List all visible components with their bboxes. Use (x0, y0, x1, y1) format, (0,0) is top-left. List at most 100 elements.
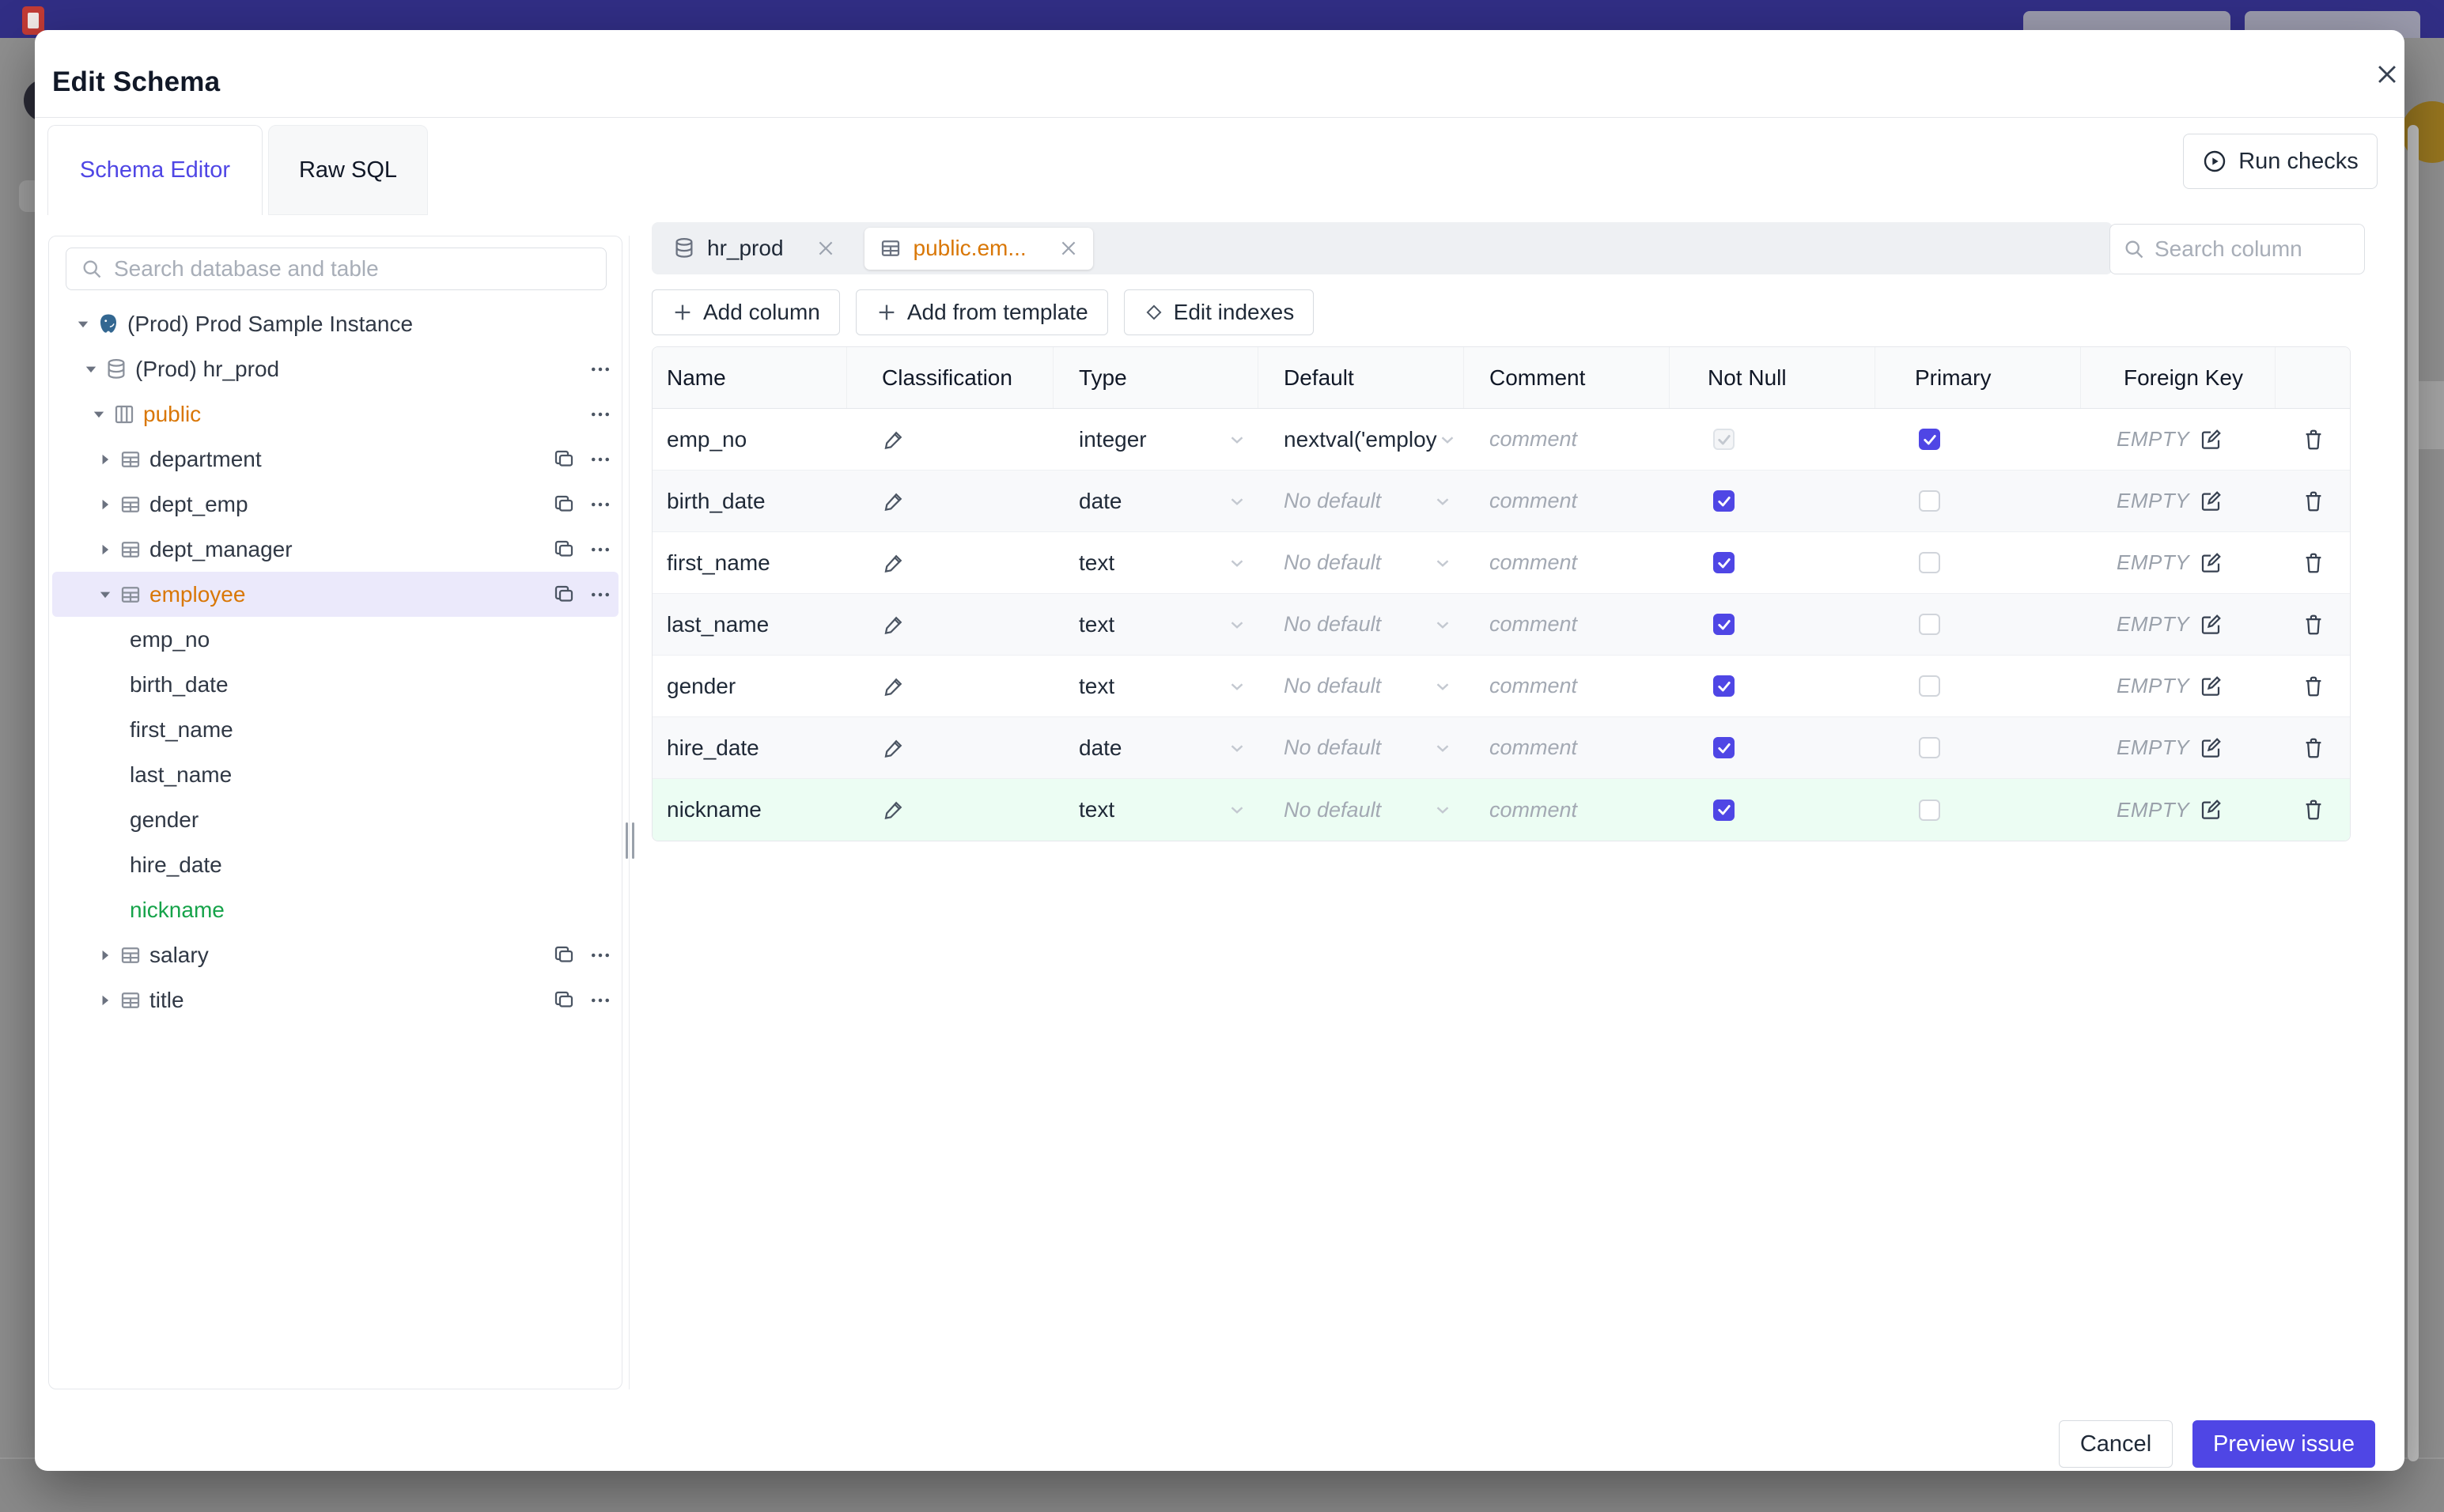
tree-item-department[interactable]: department (52, 437, 619, 482)
primary-checkbox[interactable] (1919, 737, 1940, 758)
tree-item--prod-hr_prod[interactable]: (Prod) hr_prod (52, 346, 619, 391)
copy-icon[interactable] (546, 988, 582, 1012)
primary-checkbox[interactable] (1919, 799, 1940, 821)
run-checks-button[interactable]: Run checks (2183, 134, 2378, 189)
tree-item-column[interactable]: nickname (130, 897, 225, 922)
type-select[interactable]: text (1054, 532, 1258, 593)
type-select[interactable]: integer (1054, 409, 1258, 470)
classification-edit-icon[interactable] (882, 551, 906, 575)
tree-item-column[interactable]: last_name (130, 762, 233, 787)
default-select[interactable]: No default (1258, 594, 1464, 655)
comment-input[interactable]: comment (1489, 550, 1578, 574)
delete-column-icon[interactable] (2302, 551, 2325, 575)
panel-resize-handle[interactable] (623, 821, 636, 860)
type-select[interactable]: text (1054, 594, 1258, 655)
page-scrollbar[interactable] (2408, 125, 2419, 1461)
column-name[interactable]: emp_no (667, 426, 747, 452)
delete-column-icon[interactable] (2302, 736, 2325, 760)
column-name[interactable]: birth_date (667, 488, 766, 513)
tab-raw-sql[interactable]: Raw SQL (268, 125, 428, 215)
not-null-checkbox[interactable] (1713, 799, 1735, 821)
caret-right-icon[interactable] (92, 451, 119, 468)
delete-column-icon[interactable] (2302, 428, 2325, 452)
column-name[interactable]: first_name (667, 550, 770, 575)
caret-right-icon[interactable] (92, 992, 119, 1009)
more-menu-icon[interactable] (582, 357, 619, 381)
edit-foreign-key-icon[interactable] (2199, 490, 2223, 513)
classification-edit-icon[interactable] (882, 490, 906, 513)
edit-foreign-key-icon[interactable] (2199, 675, 2223, 698)
editor-tab-public.em...[interactable]: public.em... (864, 227, 1093, 270)
comment-input[interactable]: comment (1489, 489, 1578, 512)
comment-input[interactable]: comment (1489, 797, 1578, 822)
classification-edit-icon[interactable] (882, 428, 906, 452)
edit-foreign-key-icon[interactable] (2199, 798, 2223, 822)
caret-down-icon[interactable] (92, 586, 119, 603)
delete-column-icon[interactable] (2302, 490, 2325, 513)
not-null-checkbox[interactable] (1713, 737, 1735, 758)
delete-column-icon[interactable] (2302, 675, 2325, 698)
tree-item-column[interactable]: emp_no (130, 626, 210, 652)
tree-item-column[interactable]: gender (130, 807, 199, 832)
delete-column-icon[interactable] (2302, 798, 2325, 822)
caret-right-icon[interactable] (92, 496, 119, 513)
more-menu-icon[interactable] (582, 583, 619, 607)
more-menu-icon[interactable] (582, 493, 619, 516)
column-name[interactable]: gender (667, 673, 736, 698)
copy-icon[interactable] (546, 493, 582, 516)
default-select[interactable]: nextval('employ (1258, 409, 1464, 470)
edit-foreign-key-icon[interactable] (2199, 551, 2223, 575)
more-menu-icon[interactable] (582, 448, 619, 471)
primary-checkbox[interactable] (1919, 552, 1940, 573)
edit-foreign-key-icon[interactable] (2199, 428, 2223, 452)
copy-icon[interactable] (546, 583, 582, 607)
more-menu-icon[interactable] (582, 538, 619, 561)
default-select[interactable]: No default (1258, 656, 1464, 716)
tree-item-public[interactable]: public (52, 391, 619, 437)
close-icon[interactable] (2365, 52, 2409, 96)
tab-schema-editor[interactable]: Schema Editor (47, 125, 263, 215)
primary-checkbox[interactable] (1919, 490, 1940, 512)
tree-item-column[interactable]: first_name (130, 716, 233, 742)
close-tab-icon[interactable] (1058, 238, 1079, 259)
add-column-button[interactable]: Add column (652, 289, 840, 335)
classification-edit-icon[interactable] (882, 675, 906, 698)
tree-item-title[interactable]: title (52, 977, 619, 1022)
edit-foreign-key-icon[interactable] (2199, 613, 2223, 637)
comment-input[interactable]: comment (1489, 674, 1578, 697)
more-menu-icon[interactable] (582, 943, 619, 967)
add-from-template-button[interactable]: Add from template (855, 289, 1108, 335)
caret-right-icon[interactable] (92, 947, 119, 964)
close-tab-icon[interactable] (815, 238, 836, 259)
primary-checkbox[interactable] (1919, 429, 1940, 450)
more-menu-icon[interactable] (582, 403, 619, 426)
cancel-button[interactable]: Cancel (2059, 1420, 2173, 1468)
tree-item-dept_manager[interactable]: dept_manager (52, 527, 619, 572)
default-select[interactable]: No default (1258, 532, 1464, 593)
tree-item-column[interactable]: birth_date (130, 671, 229, 697)
not-null-checkbox[interactable] (1713, 614, 1735, 635)
not-null-checkbox[interactable] (1713, 490, 1735, 512)
type-select[interactable]: date (1054, 471, 1258, 531)
caret-down-icon[interactable] (70, 316, 96, 333)
editor-tab-hr_prod[interactable]: hr_prod (658, 228, 850, 270)
tree-item--prod-prod-sample-instance[interactable]: (Prod) Prod Sample Instance (52, 301, 619, 346)
edit-indexes-button[interactable]: Edit indexes (1123, 289, 1315, 335)
preview-issue-button[interactable]: Preview issue (2192, 1420, 2375, 1468)
type-select[interactable]: text (1054, 779, 1258, 841)
not-null-checkbox[interactable] (1713, 675, 1735, 697)
more-menu-icon[interactable] (582, 988, 619, 1012)
tree-search-input[interactable] (114, 256, 592, 282)
tree-item-salary[interactable]: salary (52, 932, 619, 977)
classification-edit-icon[interactable] (882, 736, 906, 760)
caret-right-icon[interactable] (92, 541, 119, 558)
edit-foreign-key-icon[interactable] (2199, 736, 2223, 760)
tree-item-dept_emp[interactable]: dept_emp (52, 482, 619, 527)
column-name[interactable]: nickname (667, 797, 762, 822)
comment-input[interactable]: comment (1489, 427, 1578, 451)
primary-checkbox[interactable] (1919, 614, 1940, 635)
default-select[interactable]: No default (1258, 779, 1464, 841)
classification-edit-icon[interactable] (882, 798, 906, 822)
column-name[interactable]: hire_date (667, 735, 759, 760)
classification-edit-icon[interactable] (882, 613, 906, 637)
